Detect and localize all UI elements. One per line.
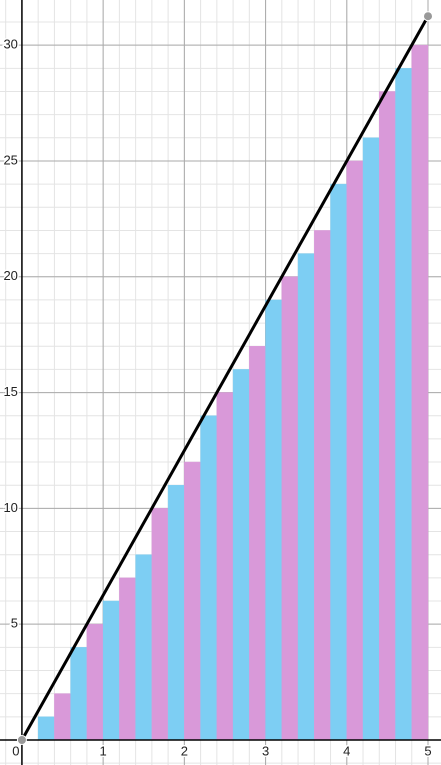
x-tick-label: 3 <box>262 743 269 758</box>
bar <box>151 508 169 741</box>
bar <box>70 647 88 741</box>
bar <box>184 461 201 741</box>
x-tick-label: 1 <box>100 743 107 758</box>
bar <box>54 693 71 741</box>
bar <box>232 369 250 741</box>
bar <box>37 716 55 741</box>
bar <box>135 554 153 741</box>
bar <box>330 183 348 741</box>
bar <box>102 600 120 741</box>
line <box>20 15 430 741</box>
y-tick-label: 15 <box>3 384 17 399</box>
bar <box>281 276 299 741</box>
bar <box>314 230 331 741</box>
bar <box>297 253 315 741</box>
bar <box>265 299 283 741</box>
y-tick-label: 5 <box>11 616 18 631</box>
bar <box>216 392 234 741</box>
line-point <box>16 734 27 745</box>
bar <box>249 346 266 741</box>
y-tick-label: 20 <box>3 268 17 283</box>
x-tick-label: 0 <box>12 743 19 758</box>
bar <box>411 44 429 741</box>
x-tick-label: 2 <box>181 743 188 758</box>
x-tick-label: 4 <box>343 743 350 758</box>
bar <box>379 91 396 741</box>
y-tick-label: 30 <box>3 37 17 52</box>
bar <box>395 68 413 741</box>
x-tick-label: 5 <box>424 743 431 758</box>
bar <box>346 160 364 741</box>
y-tick-label: 25 <box>3 152 17 167</box>
bar <box>167 484 185 741</box>
bar <box>86 623 104 741</box>
bar <box>362 137 380 741</box>
bar <box>200 415 218 741</box>
y-tick-label: 10 <box>3 500 17 515</box>
line-point <box>423 11 434 22</box>
bar <box>119 577 136 741</box>
